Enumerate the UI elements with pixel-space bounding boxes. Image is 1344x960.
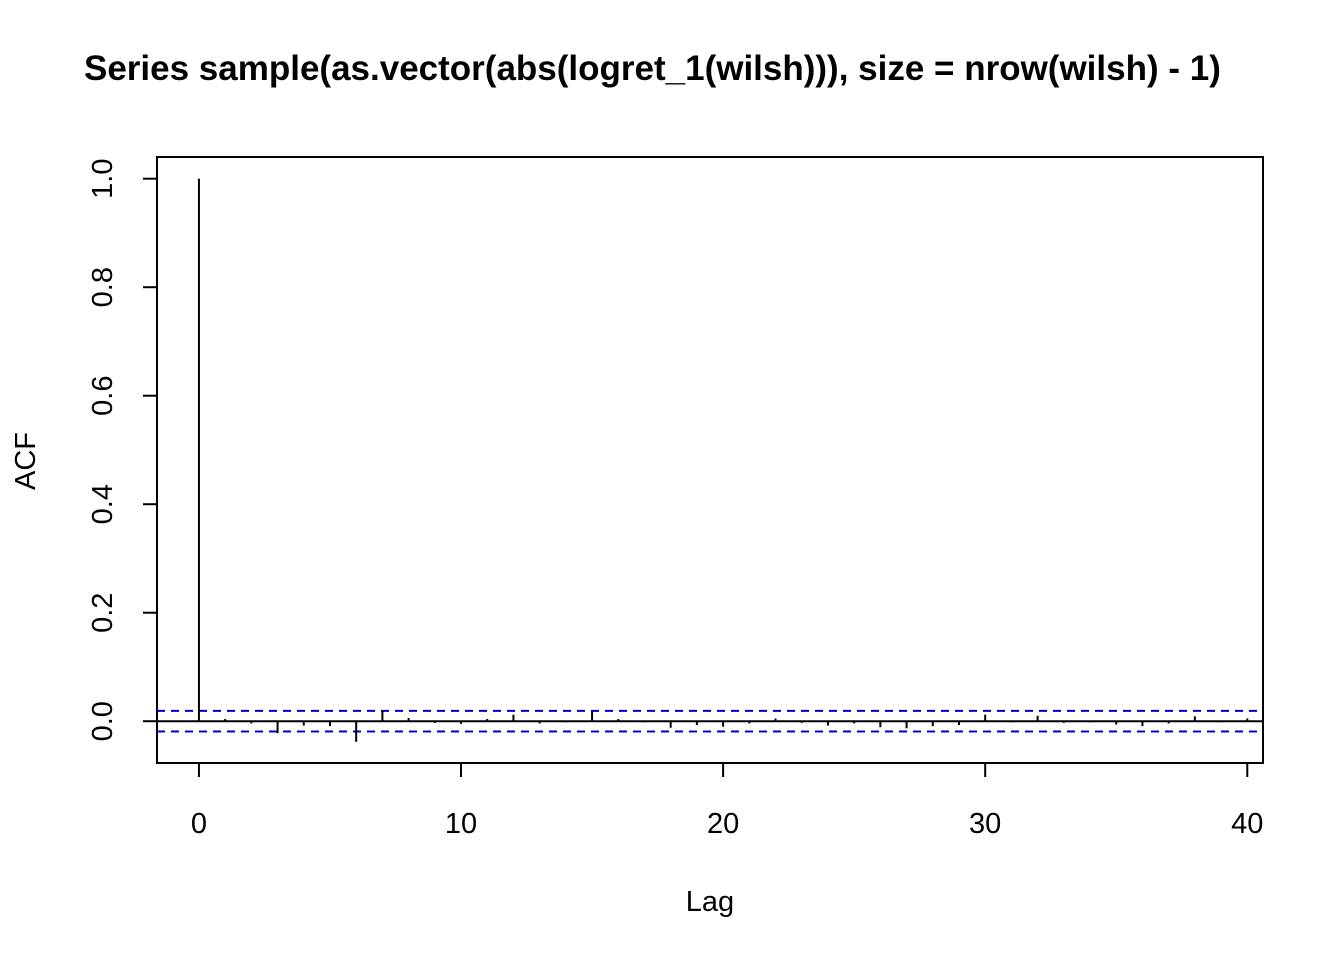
confidence-bounds bbox=[157, 709, 1263, 733]
y-tick-label: 0.2 bbox=[87, 593, 119, 633]
x-tick-label: 10 bbox=[445, 808, 477, 840]
x-axis: 0 10 20 30 40 bbox=[191, 762, 1263, 840]
y-tick-label: 1.0 bbox=[87, 159, 119, 199]
y-axis: 0.0 0.2 0.4 0.6 0.8 1.0 bbox=[87, 159, 158, 741]
y-tick-label: 0.8 bbox=[87, 267, 119, 307]
x-tick-label: 40 bbox=[1231, 808, 1263, 840]
acf-bars bbox=[197, 178, 1249, 742]
y-tick-label: 0.0 bbox=[87, 701, 119, 741]
plot-frame bbox=[156, 156, 1264, 764]
x-axis-title: Lag bbox=[686, 886, 734, 918]
x-tick-label: 0 bbox=[191, 808, 207, 840]
chart-title: Series sample(as.vector(abs(logret_1(wil… bbox=[84, 49, 1221, 88]
y-tick-label: 0.4 bbox=[87, 484, 119, 524]
x-tick-label: 30 bbox=[969, 808, 1001, 840]
y-tick-label: 0.6 bbox=[87, 376, 119, 416]
x-tick-label: 20 bbox=[707, 808, 739, 840]
y-axis-title: ACF bbox=[10, 432, 42, 490]
